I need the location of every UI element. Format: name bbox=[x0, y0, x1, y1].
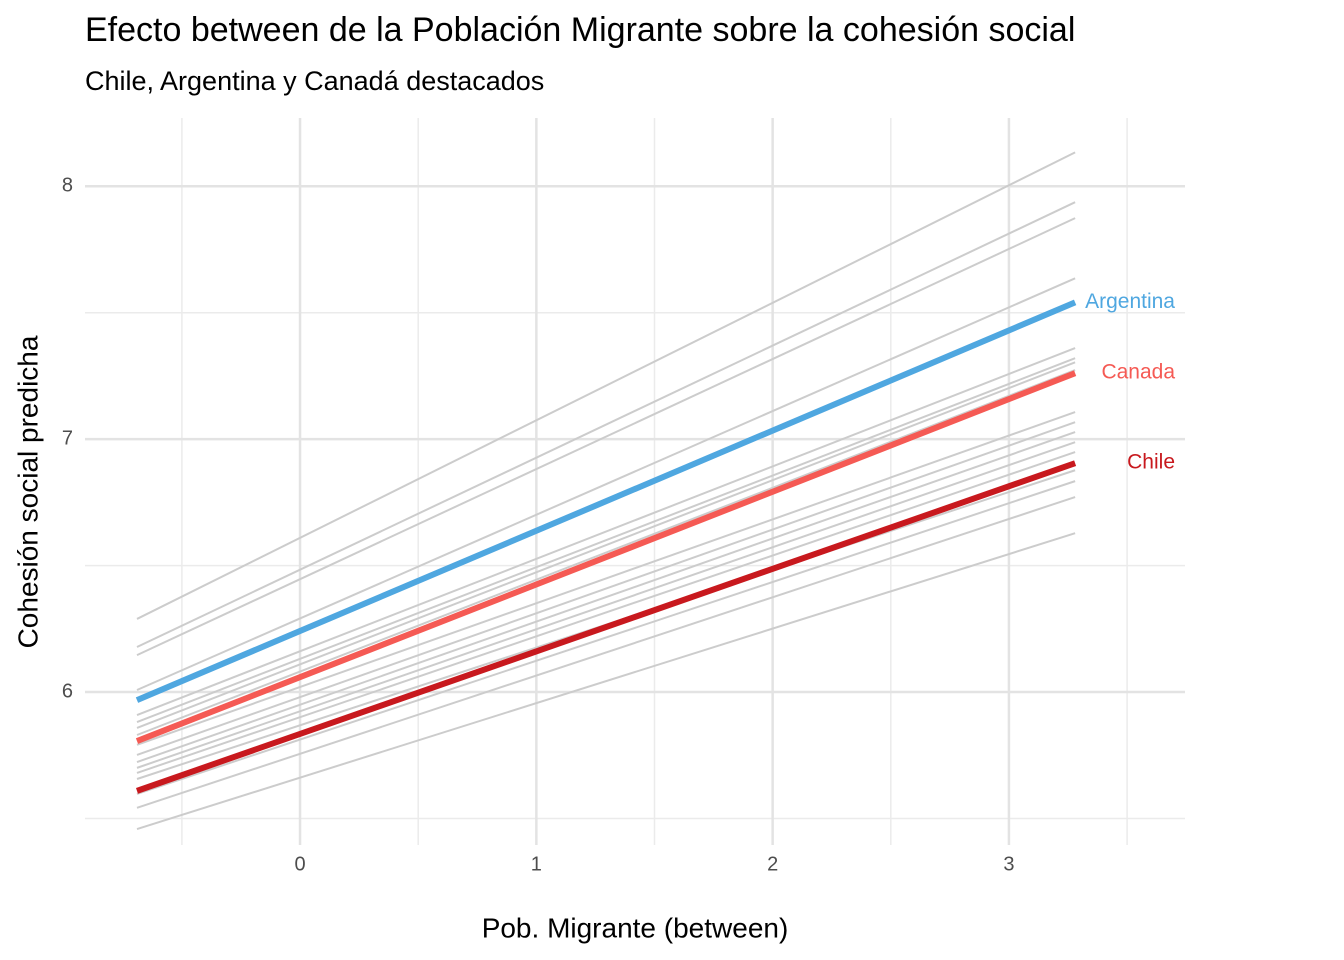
y-tick-label: 7 bbox=[62, 427, 73, 449]
country-line bbox=[136, 431, 1076, 764]
country-line bbox=[136, 421, 1076, 756]
chart-subtitle: Chile, Argentina y Canadá destacados bbox=[85, 66, 544, 96]
country-line bbox=[136, 441, 1076, 769]
country-line bbox=[136, 480, 1076, 795]
country-line bbox=[136, 357, 1076, 724]
y-tick-label: 8 bbox=[62, 175, 73, 197]
highlight-line bbox=[135, 299, 1077, 703]
y-axis-title: Cohesión social predicha bbox=[12, 335, 43, 648]
country-line bbox=[136, 347, 1076, 716]
country-line bbox=[136, 451, 1076, 774]
country-line bbox=[136, 277, 1076, 691]
x-tick-label: 0 bbox=[294, 853, 305, 875]
country-line bbox=[136, 411, 1076, 746]
country-line bbox=[136, 201, 1076, 648]
x-tick-label: 3 bbox=[1003, 853, 1014, 875]
highlight-line bbox=[135, 460, 1077, 794]
line-label: Canada bbox=[1101, 361, 1175, 384]
x-axis-title: Pob. Migrante (between) bbox=[482, 912, 789, 943]
x-tick-label: 1 bbox=[531, 853, 542, 875]
y-tick-label: 6 bbox=[62, 680, 73, 702]
country-line bbox=[136, 496, 1076, 809]
line-label: Argentina bbox=[1085, 290, 1175, 313]
country-line bbox=[136, 151, 1076, 620]
country-line bbox=[136, 217, 1076, 657]
line-label: Chile bbox=[1127, 451, 1175, 474]
x-tick-label: 2 bbox=[767, 853, 778, 875]
country-line bbox=[136, 369, 1076, 736]
country-line bbox=[136, 361, 1076, 729]
chart-title: Efecto between de la Población Migrante … bbox=[85, 11, 1075, 49]
country-line bbox=[136, 532, 1076, 831]
highlight-line bbox=[135, 370, 1077, 744]
